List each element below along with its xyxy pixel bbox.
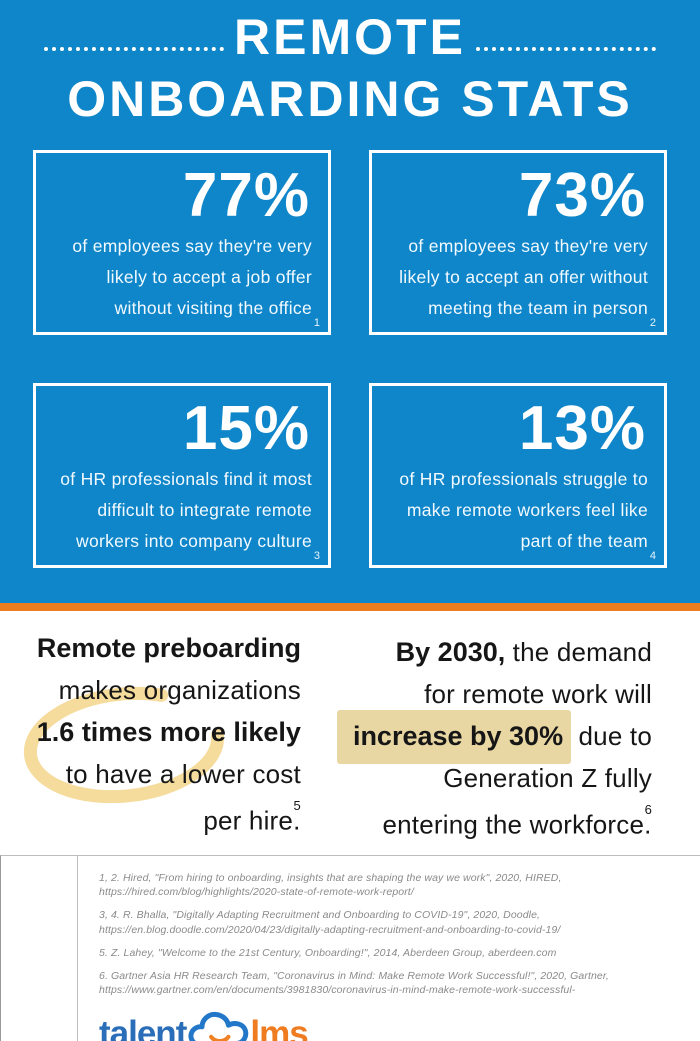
talentlms-logo: talent lms (99, 1012, 670, 1041)
footnote-ref: 5 (293, 798, 301, 813)
callout-text-bold: By 2030, (395, 637, 506, 667)
stats-grid: 77% of employees say they're very likely… (0, 150, 700, 568)
callout-line: increase by 30% due to (336, 710, 652, 764)
callout-line: 1.6 times more likely (36, 717, 301, 747)
callout-line: makes organizations (58, 675, 301, 705)
stat-line: of employees say they're very (408, 236, 648, 257)
footnote-text: 3, 4. R. Bhalla, "Digitally Adapting Rec… (99, 909, 541, 922)
footnote-2: 3, 4. R. Bhalla, "Digitally Adapting Rec… (99, 908, 670, 936)
stat-line: workers into company culture (76, 531, 312, 552)
footnote-ref: 4 (649, 550, 656, 562)
orange-divider (0, 603, 700, 611)
page-title-line-2: ONBOARDING STATS (67, 71, 633, 127)
highlighted-text: increase by 30% (336, 710, 572, 764)
stat-line: part of the team (520, 531, 648, 552)
stat-description: of employees say they're very likely to … (388, 231, 648, 324)
hand-drawn-circle-icon (23, 686, 225, 804)
callout-line: for remote work will (424, 679, 652, 709)
footnote-text: 6. Gartner Asia HR Research Team, "Coron… (99, 969, 609, 982)
stat-box-3: 15% of HR professionals find it most dif… (33, 383, 331, 568)
stat-box-2: 73% of employees say they're very likely… (369, 150, 667, 335)
stat-line: make remote workers feel like (406, 500, 648, 521)
dotted-line-left-icon (44, 47, 225, 51)
footnote-text: 5. Z. Lahey, "Welcome to the 21st Centur… (99, 946, 557, 959)
footnote-1: 1, 2. Hired, "From hiring to onboarding,… (99, 871, 670, 899)
callout-text: per hire. (203, 805, 301, 836)
callout-line: entering the workforce.6 (337, 799, 652, 846)
callout-line: Remote preboarding (36, 633, 301, 663)
footnote-4: 6. Gartner Asia HR Research Team, "Coron… (99, 969, 670, 997)
callout-line: Generation Z fully (443, 763, 652, 793)
page-title-line-1: REMOTE (234, 9, 466, 65)
stat-line: without visiting the office (114, 298, 312, 319)
stat-box-4: 13% of HR professionals struggle to make… (369, 383, 667, 568)
stat-description: of employees say they're very likely to … (52, 231, 312, 324)
footnote-ref: 6 (644, 802, 652, 817)
callout-line: to have a lower cost (65, 759, 301, 789)
stat-line: difficult to integrate remote (97, 500, 312, 521)
stat-line: of HR professionals find it most (60, 469, 312, 490)
stat-description: of HR professionals find it most difficu… (52, 464, 312, 557)
callout-text: entering the workforce. (382, 809, 652, 840)
stat-value: 73% (518, 161, 646, 230)
stat-line: meeting the team in person (428, 298, 648, 319)
stat-value: 15% (182, 394, 310, 463)
stat-description: of HR professionals struggle to make rem… (388, 464, 648, 557)
stat-line: of HR professionals struggle to (399, 469, 648, 490)
footnotes-panel: 1, 2. Hired, "From hiring to onboarding,… (77, 856, 700, 1041)
callout-text: due to (571, 721, 652, 751)
stat-value: 77% (182, 161, 310, 230)
footnote-ref: 3 (313, 550, 320, 562)
stat-line: likely to accept an offer without (399, 267, 648, 288)
stat-box-1: 77% of employees say they're very likely… (33, 150, 331, 335)
stat-value: 13% (518, 394, 646, 463)
header-section: REMOTE ONBOARDING STATS 77% of employees… (0, 0, 700, 603)
callout-preboarding: Remote preboarding makes organizations 1… (23, 627, 301, 855)
stat-line: of employees say they're very (72, 236, 312, 257)
footnote-text: 1, 2. Hired, "From hiring to onboarding,… (99, 872, 562, 884)
dotted-line-right-icon (475, 47, 656, 51)
logo-text-lms: lms (250, 1014, 308, 1041)
title-row: REMOTE (0, 0, 700, 62)
callouts-section: Remote preboarding makes organizations 1… (0, 611, 700, 855)
footer-section: 1, 2. Hired, "From hiring to onboarding,… (0, 855, 700, 1041)
footnote-ref: 1 (313, 317, 320, 329)
footnote-url: https://www.gartner.com/en/documents/398… (99, 984, 576, 997)
callout-2030: By 2030, the demand for remote work will… (336, 631, 652, 855)
logo-text-talent: talent (99, 1014, 187, 1041)
footnote-url: https://en.blog.doodle.com/2020/04/23/di… (99, 923, 561, 936)
stat-line: likely to accept a job offer (106, 267, 312, 288)
cloud-icon (188, 1012, 249, 1041)
callout-line: By 2030, the demand (337, 631, 652, 673)
callout-text: the demand (505, 637, 652, 667)
callout-line: per hire.5 (30, 795, 301, 842)
footnote-url: https://hired.com/blog/highlights/2020-s… (99, 886, 414, 899)
footnote-3: 5. Z. Lahey, "Welcome to the 21st Centur… (99, 946, 670, 960)
footnote-ref: 2 (649, 317, 656, 329)
